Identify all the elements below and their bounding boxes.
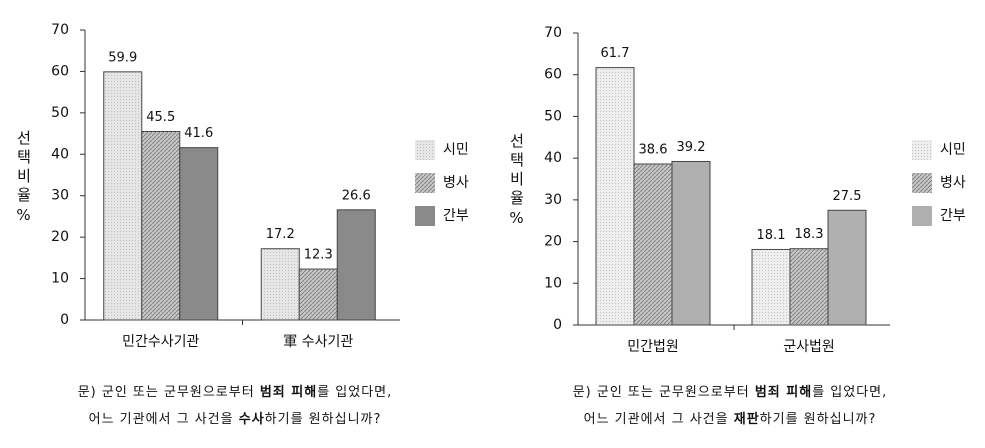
data-label: 18.3: [795, 227, 824, 242]
bar: [751, 248, 791, 326]
y-tick-label: 60: [51, 63, 69, 79]
caption-line: 문) 군인 또는 군무원으로부터 범죄 피해를 입었다면,: [573, 384, 888, 400]
caption-line: 어느 기관에서 그 사건을 수사하기를 원하십니까?: [89, 411, 382, 427]
bar: [260, 248, 300, 321]
data-label: 61.7: [601, 46, 630, 61]
y-tick-label: 50: [51, 105, 69, 121]
data-label: 39.2: [677, 140, 706, 155]
caption-part: 어느 기관에서 그 사건을: [89, 412, 239, 427]
y-tick-label: 10: [51, 271, 69, 287]
data-label: 41.6: [184, 126, 213, 141]
y-tick-label: 70: [544, 25, 562, 41]
caption-part: 수사: [239, 411, 265, 427]
y-tick-label: 70: [51, 22, 69, 38]
caption-part: 범죄 피해: [260, 384, 317, 400]
data-label: 45.5: [146, 110, 175, 125]
y-tick-label: 0: [60, 312, 69, 328]
legend-label: 간부: [443, 208, 469, 224]
data-label: 59.9: [108, 50, 137, 65]
x-tick-label: 군사법원: [783, 339, 835, 355]
y-tick-label: 60: [544, 67, 562, 83]
bar: [179, 147, 219, 321]
legend-texture: [415, 140, 435, 160]
x-tick-label: 軍 수사기관: [283, 334, 353, 350]
legend-texture: [912, 140, 932, 160]
legend-swatch: [415, 206, 435, 226]
legend-label: 병사: [940, 175, 966, 191]
bar: [827, 209, 867, 326]
caption-part: 범죄 피해: [755, 384, 812, 400]
bar: [789, 248, 829, 326]
caption-part: 재판: [734, 411, 760, 427]
caption-part: 를 입었다면,: [812, 385, 887, 400]
bar: [671, 160, 711, 326]
y-tick-label: 30: [51, 188, 69, 204]
data-label: 18.1: [757, 228, 786, 243]
legend-label: 시민: [443, 142, 469, 158]
y-axis-label: 선택비율%: [15, 130, 33, 228]
caption-part: 문) 군인 또는 군무원으로부터: [573, 385, 755, 400]
y-tick-label: 20: [51, 229, 69, 245]
legend-label: 간부: [940, 208, 966, 224]
y-tick-label: 0: [553, 317, 562, 333]
y-tick-label: 40: [544, 150, 562, 166]
caption-part: 하기를 원하십니까?: [760, 412, 877, 427]
data-label: 12.3: [304, 248, 333, 263]
data-label: 17.2: [266, 227, 295, 242]
bar: [141, 131, 181, 321]
data-label: 26.6: [342, 188, 371, 203]
y-axis-label: 선택비율%: [508, 133, 526, 231]
legend-label: 시민: [940, 142, 966, 158]
caption-part: 를 입었다면,: [317, 385, 392, 400]
bar: [336, 209, 376, 321]
caption-line: 어느 기관에서 그 사건을 재판하기를 원하십니까?: [584, 411, 877, 427]
caption-part: 문) 군인 또는 군무원으로부터: [78, 385, 260, 400]
x-tick-label: 민간수사기관: [122, 334, 199, 350]
y-tick-label: 40: [51, 146, 69, 162]
bar: [633, 163, 673, 326]
legend-label: 병사: [443, 175, 469, 191]
x-tick-label: 민간법원: [627, 339, 679, 355]
y-tick-label: 10: [544, 275, 562, 291]
y-tick-label: 50: [544, 108, 562, 124]
data-label: 38.6: [639, 142, 668, 157]
legend-swatch: [912, 206, 932, 226]
bar: [298, 268, 338, 321]
caption-part: 어느 기관에서 그 사건을: [584, 412, 734, 427]
y-tick-label: 20: [544, 234, 562, 250]
bar: [595, 67, 635, 326]
legend-texture: [415, 173, 435, 193]
data-label: 27.5: [833, 189, 862, 204]
caption-part: 하기를 원하십니까?: [265, 412, 382, 427]
y-tick-label: 30: [544, 192, 562, 208]
legend-texture: [912, 173, 932, 193]
bar: [103, 71, 143, 321]
caption-line: 문) 군인 또는 군무원으로부터 범죄 피해를 입었다면,: [78, 384, 393, 400]
